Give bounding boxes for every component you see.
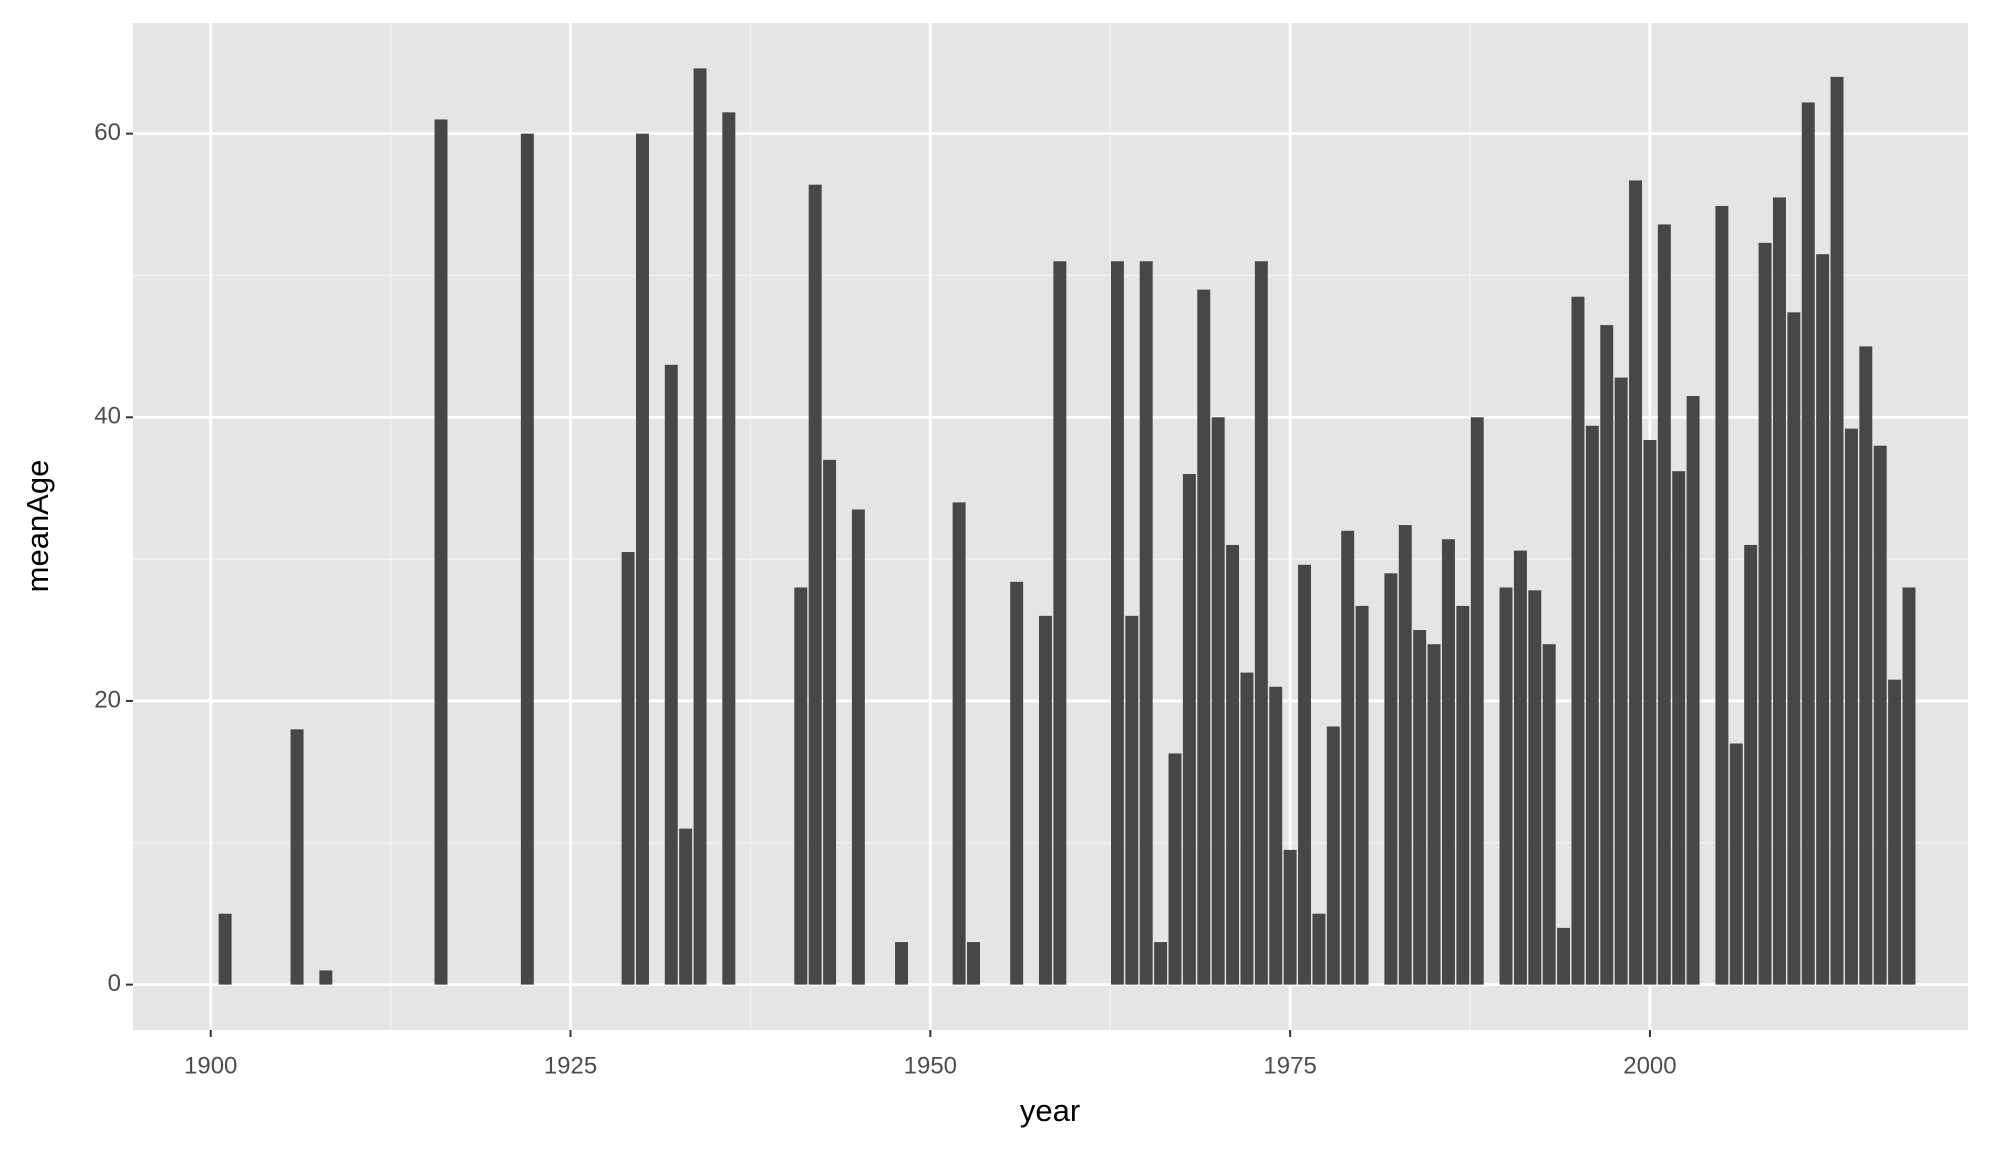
bar: [621, 552, 635, 985]
bar: [693, 68, 707, 985]
bar: [1830, 76, 1844, 985]
bar: [1441, 539, 1455, 985]
bar: [967, 942, 980, 985]
bar: [1240, 672, 1254, 985]
bar: [794, 587, 808, 985]
bar: [1398, 525, 1412, 985]
bar: [1125, 615, 1139, 985]
x-tick-label: 2000: [1623, 1052, 1676, 1079]
bar: [1600, 325, 1614, 985]
bar: [1470, 417, 1484, 985]
bar: [1816, 254, 1830, 985]
bar: [1139, 261, 1153, 985]
bar: [952, 502, 966, 985]
bar: [1744, 544, 1758, 985]
bar: [1902, 587, 1916, 985]
bar: [1168, 753, 1182, 985]
bar: [1585, 425, 1599, 985]
bar: [1643, 439, 1657, 985]
bar: [1312, 913, 1326, 985]
y-tick-label: 40: [94, 403, 121, 430]
bar: [1384, 573, 1398, 985]
bar: [664, 364, 678, 985]
bar: [808, 184, 822, 985]
bar: [290, 729, 304, 985]
bar: [1226, 544, 1240, 985]
bar: [1254, 261, 1268, 985]
bar: [722, 112, 736, 985]
bar: [1542, 644, 1556, 985]
x-tick-label: 1900: [184, 1052, 237, 1079]
bar: [1211, 417, 1225, 985]
y-axis-title: meanAge: [20, 460, 55, 593]
bar: [1528, 590, 1542, 985]
bar: [434, 119, 448, 985]
x-tick-label: 1975: [1263, 1052, 1316, 1079]
bar: [1772, 197, 1786, 985]
bar: [1427, 644, 1441, 985]
bar: [1053, 261, 1067, 985]
bar: [1341, 530, 1355, 985]
bar: [1859, 346, 1873, 985]
y-tick-label: 0: [108, 970, 121, 997]
bar: [1413, 630, 1427, 985]
bar: [1614, 377, 1628, 985]
bar: [1888, 679, 1902, 985]
bar: [1110, 261, 1124, 985]
y-tick-label: 20: [94, 686, 121, 713]
bar: [1182, 474, 1196, 985]
bar: [218, 913, 232, 985]
x-tick-label: 1950: [904, 1052, 957, 1079]
bar: [823, 459, 837, 985]
bar: [1499, 587, 1513, 985]
bar: [1844, 428, 1858, 985]
bar: [1038, 615, 1052, 985]
bar: [1269, 686, 1283, 985]
bar: [319, 970, 333, 985]
bar: [1686, 396, 1700, 985]
bar: [679, 828, 693, 985]
bar: [1326, 726, 1340, 985]
bar: [1571, 296, 1585, 985]
bar: [1672, 471, 1686, 985]
bar: [1729, 743, 1743, 985]
bar: [1197, 289, 1211, 985]
bar: [1787, 312, 1801, 985]
bar: [1801, 102, 1815, 985]
bar: [895, 942, 909, 985]
bar: [1298, 564, 1311, 985]
bar: [1456, 605, 1470, 985]
x-tick-label: 1925: [544, 1052, 597, 1079]
bar: [851, 509, 865, 985]
bar: [520, 133, 534, 985]
x-axis-title: year: [1020, 1093, 1080, 1128]
bar: [1154, 942, 1168, 985]
bar: [1873, 445, 1887, 985]
bar: [1657, 224, 1671, 985]
bar: [1629, 180, 1643, 985]
bar: [1513, 550, 1527, 985]
bar: [1283, 849, 1297, 985]
bar: [636, 133, 649, 985]
bar: [1355, 605, 1369, 985]
bar: [1557, 927, 1571, 985]
bar: [1758, 242, 1772, 985]
bar: [1010, 581, 1024, 985]
bar: [1715, 205, 1729, 985]
y-tick-label: 60: [94, 119, 121, 146]
